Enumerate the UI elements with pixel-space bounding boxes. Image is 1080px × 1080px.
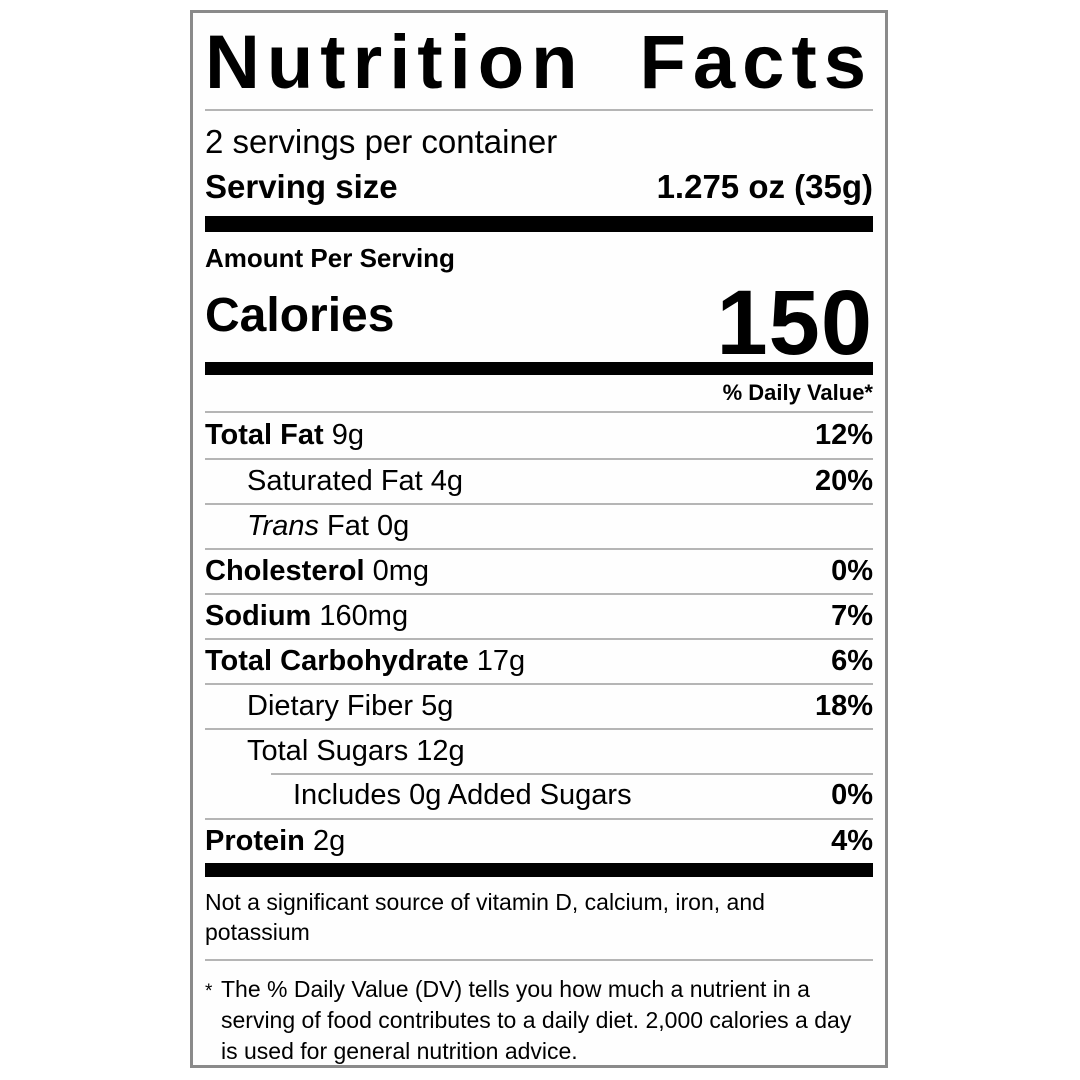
nutrient-name: Includes 0g Added Sugars [293, 779, 632, 811]
nutrient-row: Total Carbohydrate 17g 6% [205, 638, 873, 683]
amount-per-serving-label: Amount Per Serving [205, 243, 455, 273]
nutrition-facts-label: Nutrition Facts 2 servings per container… [190, 10, 888, 1068]
nutrient-row: Trans Fat 0g [205, 503, 873, 548]
footnote-asterisk: * [205, 981, 213, 1002]
daily-value-percent: 20% [814, 465, 873, 497]
label-title: Nutrition Facts [205, 13, 873, 111]
nutrient-row: Protein 2g 4% [205, 818, 873, 863]
daily-value-percent: 0% [831, 555, 873, 587]
daily-value-percent: 12% [814, 419, 873, 451]
daily-value-percent: 18% [814, 690, 873, 722]
nutrient-rows: Total Fat 9g 12% Saturated Fat 4g 20% Trans … [205, 413, 873, 863]
nutrient-row: Sodium 160mg 7% [205, 593, 873, 638]
calories-value: 150 [716, 272, 873, 374]
serving-size-label: Serving size [205, 168, 398, 205]
nutrient-name: Cholesterol 0mg [205, 555, 430, 587]
nutrient-row: Cholesterol 0mg 0% [205, 548, 873, 593]
footnote-text: The % Daily Value (DV) tells you how muc… [221, 976, 852, 1064]
daily-value-percent: 7% [831, 600, 873, 632]
daily-value-header: % Daily Value* [205, 375, 873, 413]
nutrient-name: Dietary Fiber 5g [247, 690, 454, 722]
daily-value-percent: 6% [831, 645, 873, 677]
section-divider-bar [205, 216, 873, 232]
nutrient-row: Includes 0g Added Sugars 0% [205, 773, 873, 818]
nutrient-name: Total Carbohydrate 17g [205, 645, 526, 677]
nutrient-name: Protein 2g [205, 825, 346, 857]
daily-value-percent: 4% [831, 825, 873, 857]
nutrient-name: Total Fat 9g [205, 419, 365, 451]
nutrient-name: Sodium 160mg [205, 600, 409, 632]
daily-value-footnote: * The % Daily Value (DV) tells you how m… [205, 961, 873, 1065]
not-significant-note: Not a significant source of vitamin D, c… [205, 863, 873, 961]
section-divider-bar [205, 362, 873, 375]
serving-size-value: 1.275 oz (35g) [656, 168, 873, 205]
nutrient-name: Total Sugars 12g [247, 735, 465, 767]
nutrient-row: Total Fat 9g 12% [205, 413, 873, 458]
calories-row: Calories 150 [205, 277, 873, 369]
nutrient-name: Saturated Fat 4g [247, 465, 464, 497]
nutrient-row: Saturated Fat 4g 20% [205, 458, 873, 503]
daily-value-percent: 0% [831, 779, 873, 811]
serving-size-row: Serving size 1.275 oz (35g) [205, 165, 873, 209]
nutrient-row: Total Sugars 12g [205, 728, 873, 773]
nutrient-name: Trans Fat 0g [247, 510, 410, 542]
nutrient-row: Dietary Fiber 5g 18% [205, 683, 873, 728]
servings-per-container: 2 servings per container [205, 123, 558, 160]
calories-label: Calories [205, 289, 395, 342]
